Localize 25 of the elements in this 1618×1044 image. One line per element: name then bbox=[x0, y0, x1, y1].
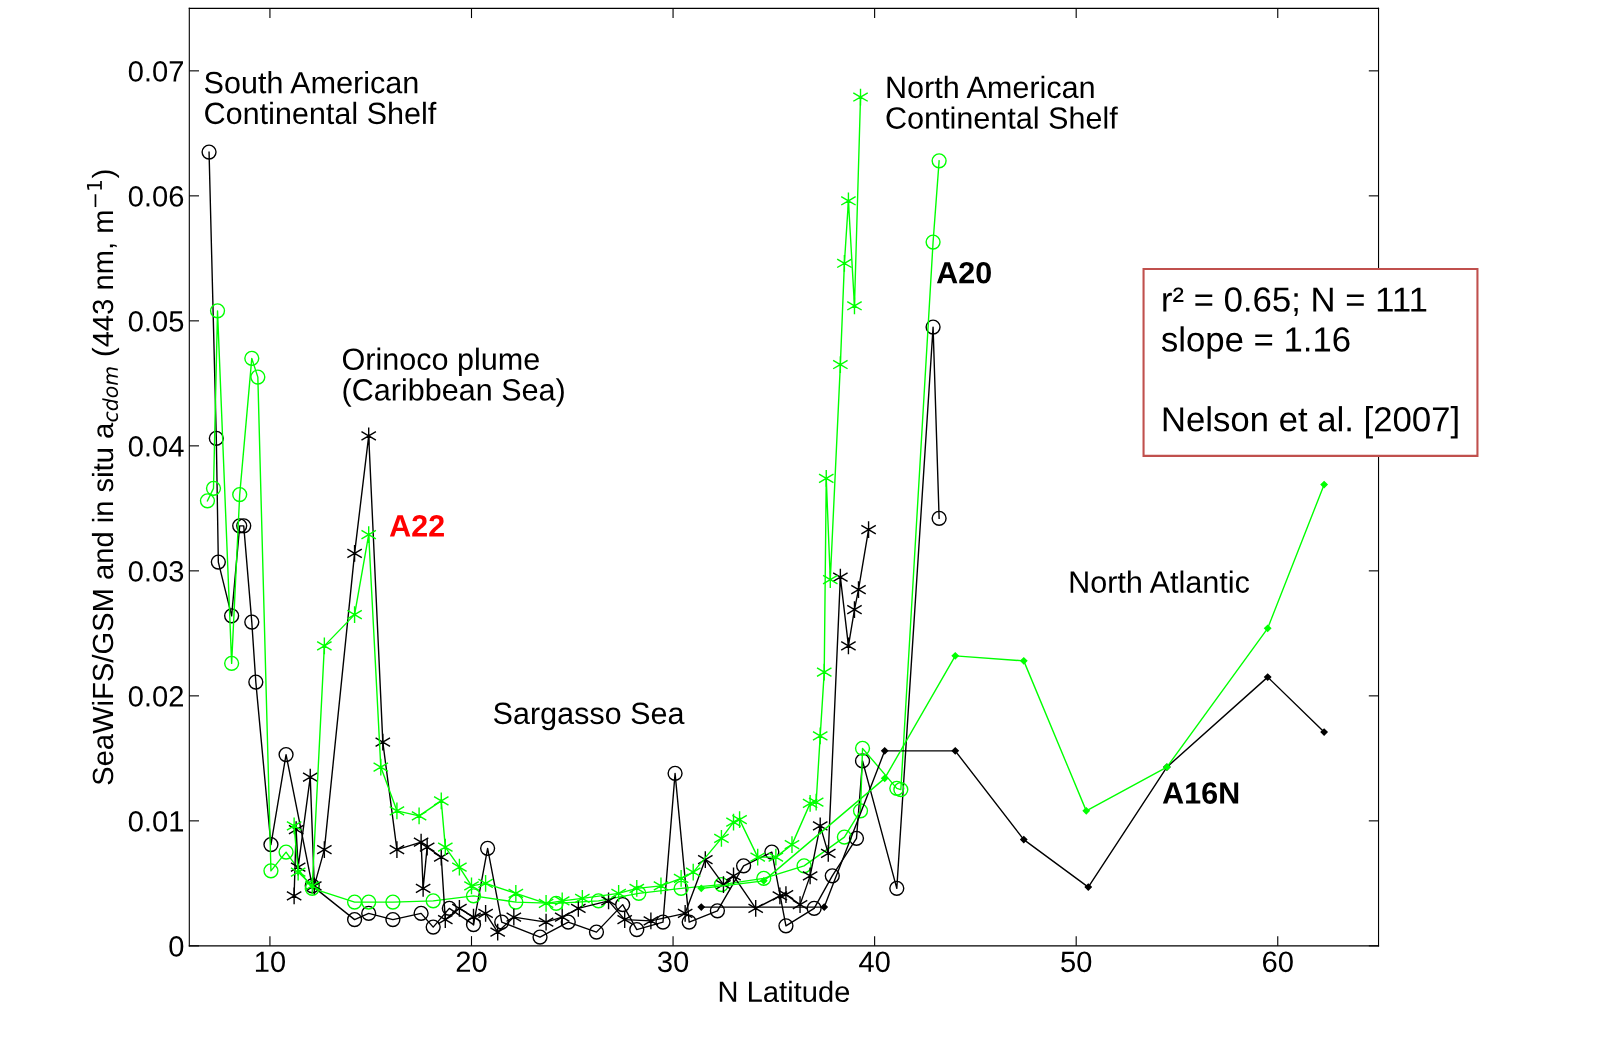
annotation: Sargasso Sea bbox=[493, 702, 685, 731]
annotation: North Atlantic bbox=[1070, 570, 1250, 593]
y-tick-label: 0.05 bbox=[128, 311, 184, 332]
annotation: Orinoco plume (Caribbean Sea) bbox=[342, 347, 564, 407]
annotation: A20 bbox=[936, 261, 991, 284]
x-tick-label: 10 bbox=[255, 951, 286, 973]
y-tick-label: 0.03 bbox=[128, 561, 184, 582]
y-tick-label: 0.01 bbox=[128, 811, 184, 832]
annotation: A22 bbox=[389, 515, 444, 537]
y-tick-label: 0.02 bbox=[128, 686, 183, 707]
x-tick-label: 60 bbox=[1263, 951, 1293, 973]
x-tick-label: 20 bbox=[456, 951, 487, 973]
annotation: North American Continental Shelf bbox=[886, 75, 1118, 129]
annotation: South American Continental Shelf bbox=[204, 71, 437, 125]
y-tick-label: 0.07 bbox=[128, 61, 183, 82]
y-tick-label: 0.04 bbox=[128, 436, 184, 457]
x-tick-label: 30 bbox=[657, 951, 689, 973]
text: r² = 0.65; N = 111 slope = 1.16 Nelson et al. [2007] bbox=[1161, 287, 1458, 439]
y-tick-label: 0.06 bbox=[128, 186, 184, 207]
y-axis-title: SeaWiFS/GSM and in situ a$_{cdom}$ (443 nm, m$^{−1}$) bbox=[86, 170, 120, 785]
annotation: A16N bbox=[1162, 782, 1239, 804]
x-tick-label: 50 bbox=[1061, 951, 1092, 973]
y-tick-label: 0 bbox=[169, 936, 184, 957]
x-tick-label: 40 bbox=[859, 951, 890, 973]
x-axis-title: N Latitude bbox=[719, 980, 850, 1003]
